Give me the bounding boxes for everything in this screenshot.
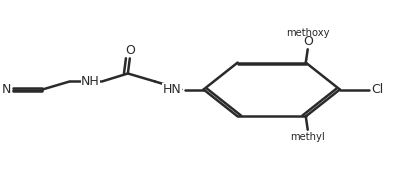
- Text: NH: NH: [81, 75, 100, 88]
- Text: N: N: [2, 83, 11, 96]
- Text: O: O: [125, 44, 135, 57]
- Text: O: O: [303, 35, 313, 48]
- Text: methyl: methyl: [290, 132, 325, 142]
- Text: HN: HN: [163, 83, 181, 96]
- Text: methoxy: methoxy: [286, 28, 330, 38]
- Text: Cl: Cl: [371, 83, 384, 96]
